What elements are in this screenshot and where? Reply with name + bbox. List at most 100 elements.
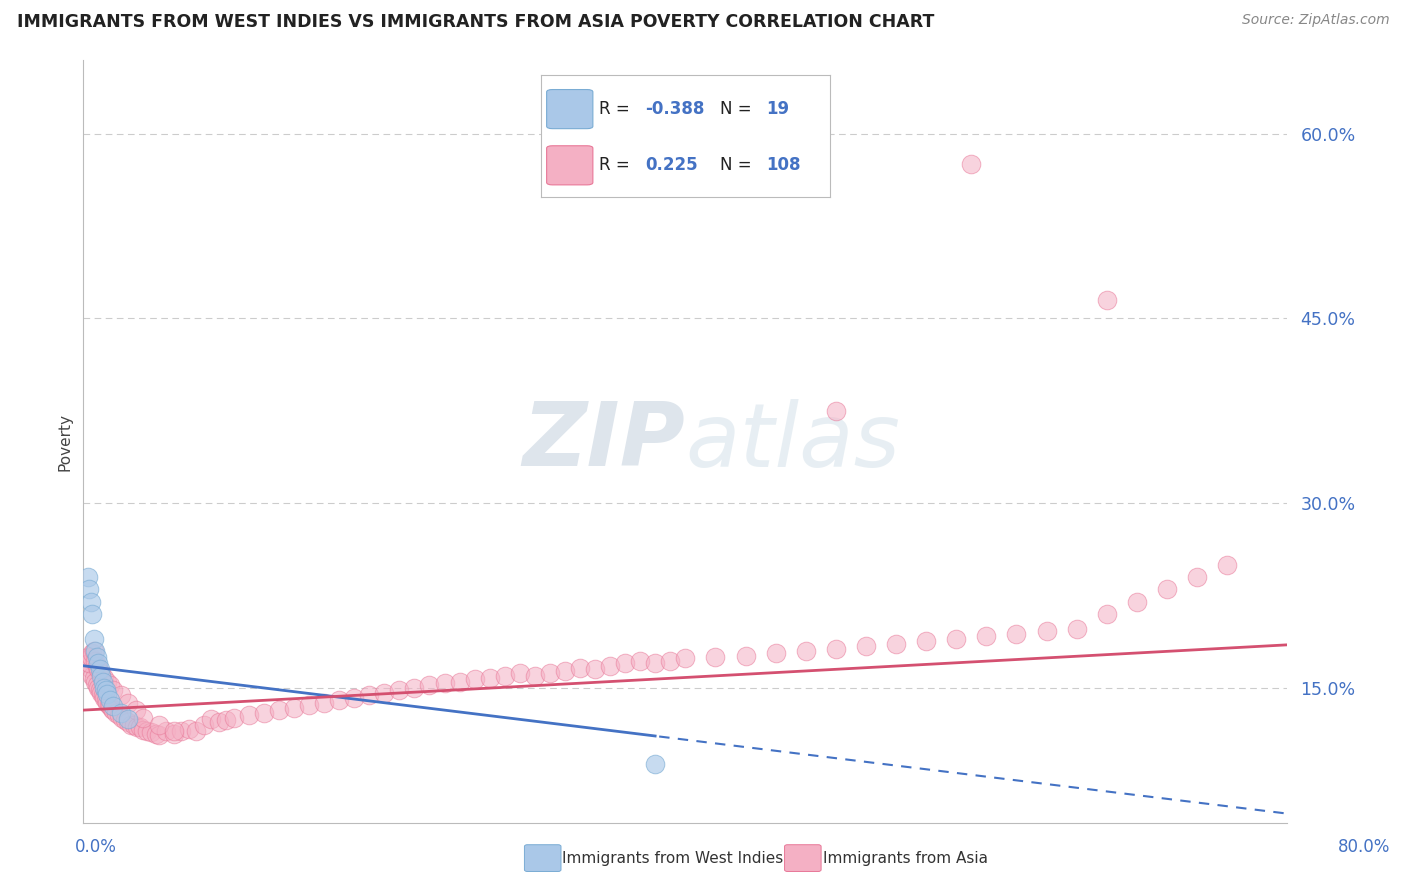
- Point: [87, 657, 110, 671]
- Point: [599, 658, 621, 673]
- Point: [83, 671, 105, 685]
- Point: [91, 689, 114, 703]
- Text: 0.0%: 0.0%: [75, 838, 117, 855]
- Point: [93, 671, 115, 685]
- Point: [208, 715, 231, 730]
- Point: [80, 650, 103, 665]
- Point: [91, 674, 114, 689]
- Point: [1126, 595, 1149, 609]
- Point: [83, 632, 105, 646]
- Point: [569, 661, 592, 675]
- Point: [87, 663, 110, 677]
- Point: [100, 699, 122, 714]
- Point: [253, 706, 276, 720]
- Point: [84, 644, 107, 658]
- Point: [82, 607, 104, 621]
- Point: [117, 696, 139, 710]
- Text: ZIP: ZIP: [523, 398, 685, 485]
- Point: [976, 629, 998, 643]
- Point: [494, 668, 516, 682]
- Text: 80.0%: 80.0%: [1337, 838, 1391, 855]
- Point: [110, 689, 132, 703]
- Point: [328, 693, 350, 707]
- Point: [945, 632, 967, 646]
- Point: [79, 657, 101, 671]
- Point: [388, 683, 411, 698]
- Point: [80, 663, 103, 677]
- Point: [1035, 624, 1057, 639]
- Point: [105, 706, 128, 720]
- Point: [97, 698, 120, 713]
- Point: [108, 708, 131, 723]
- Point: [628, 654, 651, 668]
- Point: [734, 648, 756, 663]
- Point: [139, 725, 162, 739]
- Point: [794, 644, 817, 658]
- Point: [449, 674, 471, 689]
- Point: [117, 712, 139, 726]
- Point: [101, 702, 124, 716]
- Point: [124, 718, 146, 732]
- Point: [162, 726, 184, 740]
- Point: [100, 678, 122, 692]
- Point: [267, 703, 290, 717]
- Text: Immigrants from Asia: Immigrants from Asia: [823, 851, 987, 865]
- Point: [824, 403, 846, 417]
- Point: [1095, 293, 1118, 307]
- Point: [80, 595, 103, 609]
- Point: [200, 712, 222, 726]
- Point: [614, 657, 637, 671]
- Point: [96, 696, 118, 710]
- Point: [215, 713, 238, 727]
- Point: [433, 676, 456, 690]
- Point: [478, 671, 501, 685]
- Point: [84, 674, 107, 689]
- Point: [1216, 558, 1239, 572]
- Point: [84, 654, 107, 668]
- Point: [94, 693, 117, 707]
- Text: Source: ZipAtlas.com: Source: ZipAtlas.com: [1241, 13, 1389, 28]
- Point: [129, 720, 152, 734]
- Point: [110, 706, 132, 720]
- Point: [193, 718, 215, 732]
- Point: [915, 634, 938, 648]
- Point: [155, 724, 177, 739]
- Point: [79, 582, 101, 597]
- Point: [86, 658, 108, 673]
- Point: [117, 715, 139, 730]
- Point: [1066, 622, 1088, 636]
- Point: [960, 157, 983, 171]
- Point: [132, 723, 155, 737]
- Point: [855, 639, 877, 653]
- Point: [343, 690, 366, 705]
- Point: [644, 757, 666, 772]
- Point: [659, 654, 682, 668]
- Point: [238, 708, 260, 723]
- Point: [90, 668, 112, 682]
- Point: [127, 720, 149, 734]
- Point: [76, 650, 98, 665]
- Point: [1156, 582, 1178, 597]
- Point: [464, 673, 486, 687]
- Point: [177, 722, 200, 736]
- Point: [673, 651, 696, 665]
- Point: [148, 728, 170, 742]
- Point: [145, 726, 167, 740]
- Point: [644, 657, 666, 671]
- Point: [404, 681, 426, 695]
- Point: [523, 668, 546, 682]
- Point: [90, 686, 112, 700]
- Point: [89, 683, 111, 698]
- Point: [89, 663, 111, 677]
- Point: [111, 710, 134, 724]
- Point: [83, 644, 105, 658]
- Point: [583, 663, 606, 677]
- Point: [86, 650, 108, 665]
- Point: [1005, 626, 1028, 640]
- Point: [765, 647, 787, 661]
- Point: [125, 703, 148, 717]
- Point: [373, 686, 395, 700]
- Point: [824, 641, 846, 656]
- Point: [103, 683, 125, 698]
- Point: [538, 666, 561, 681]
